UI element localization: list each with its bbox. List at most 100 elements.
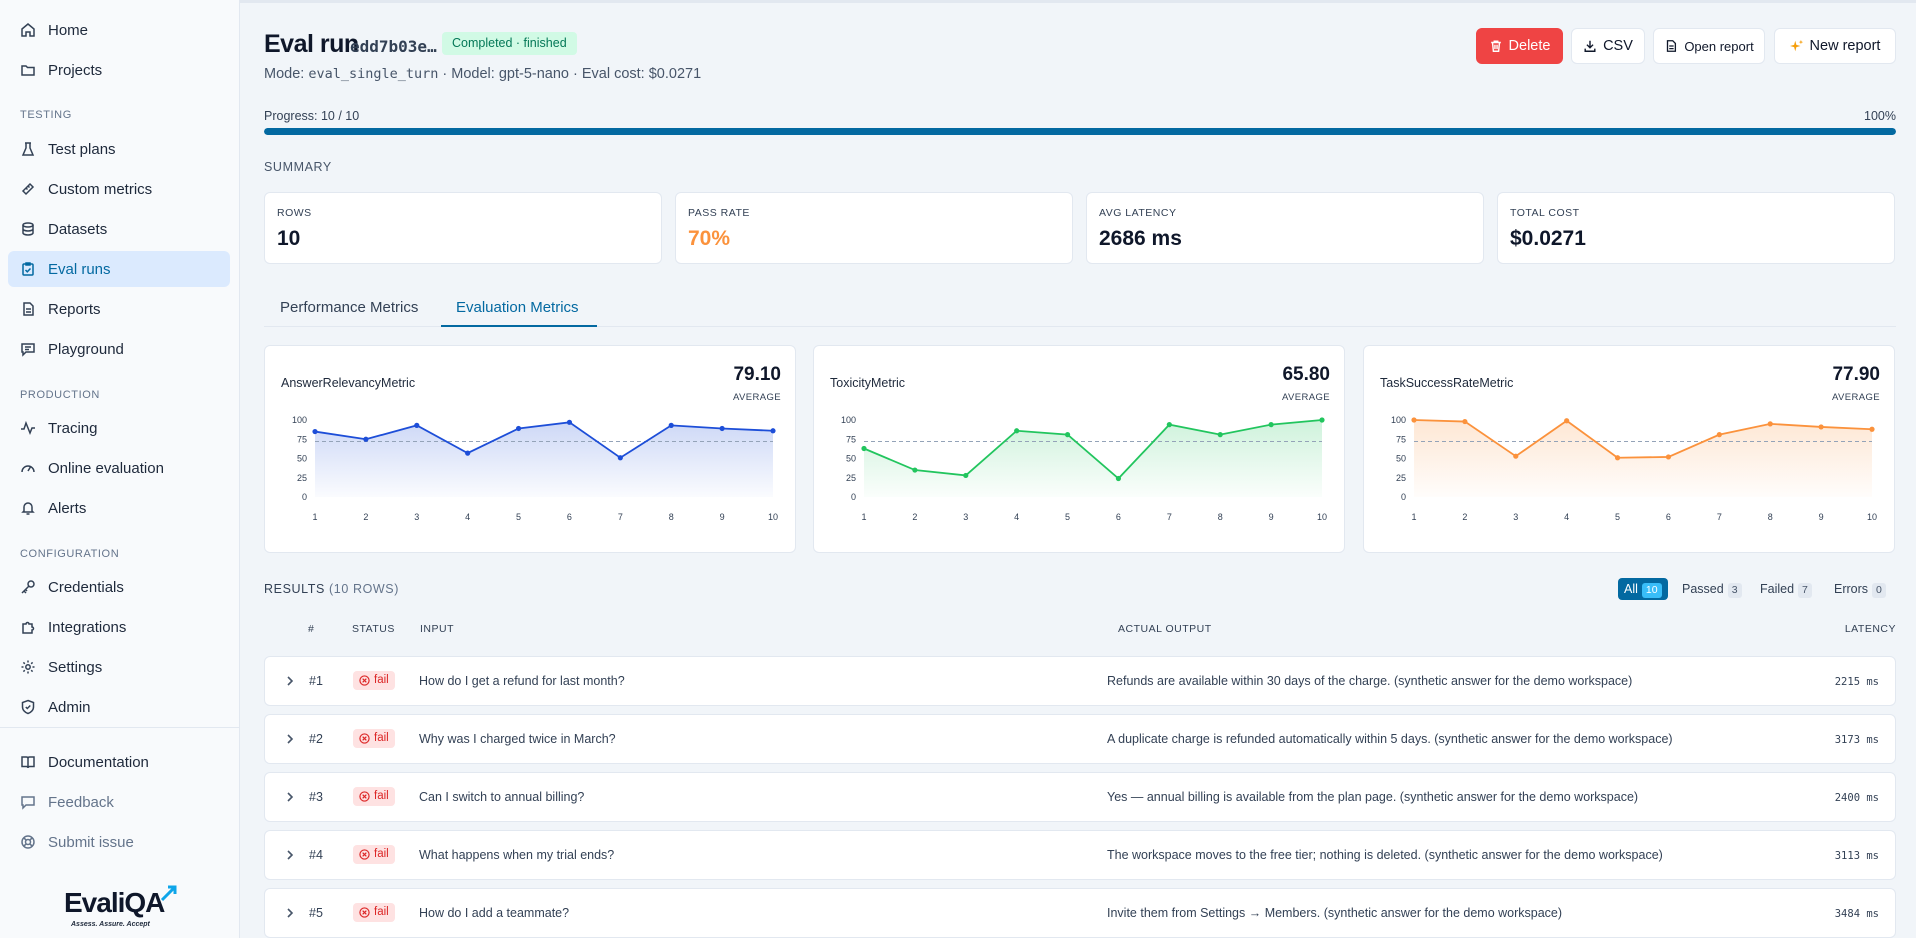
open-report-button[interactable]: Open report — [1653, 28, 1765, 64]
data-point — [912, 467, 918, 473]
series-area — [315, 422, 773, 497]
delete-label: Delete — [1508, 38, 1551, 54]
chevron-right-icon[interactable] — [283, 906, 297, 920]
data-point — [963, 472, 969, 479]
tab-performance-metrics[interactable]: Performance Metrics — [280, 299, 419, 316]
stat-pass-rate-label: PASS RATE — [688, 207, 750, 219]
row-output: The workspace moves to the free tier; no… — [1107, 848, 1663, 862]
x-tick-label: 2 — [912, 512, 917, 522]
data-point — [1319, 417, 1325, 423]
x-tick-label: 10 — [1867, 512, 1877, 522]
filter-passed[interactable]: Passed 3 — [1676, 578, 1748, 600]
chart-title: AnswerRelevancyMetric — [281, 376, 416, 390]
status-label: fail — [374, 848, 389, 860]
nav-admin[interactable]: Admin — [8, 689, 230, 725]
data-point — [1614, 455, 1621, 461]
nav-tracing[interactable]: Tracing — [8, 410, 230, 446]
series-line — [314, 421, 774, 459]
chart-title: ToxicityMetric — [830, 376, 906, 390]
open-report-label: Open report — [1684, 38, 1754, 54]
tabs-divider — [264, 326, 1896, 327]
chat-icon — [21, 343, 35, 357]
x-tick-label: 3 — [1513, 512, 1518, 522]
home-icon — [21, 23, 35, 37]
chevron-right-icon[interactable] — [283, 674, 297, 688]
series-line — [863, 419, 1323, 480]
puzzle-icon — [22, 621, 35, 634]
y-tick-label: 25 — [1396, 473, 1406, 483]
nav-eval-runs[interactable]: Eval runs — [8, 251, 230, 287]
nav-custom-metrics[interactable]: Custom metrics — [8, 171, 230, 207]
nav-documentation[interactable]: Documentation — [8, 744, 230, 780]
stat-rows-value: 10 — [277, 227, 301, 250]
table-row[interactable]: #5 fail How do I add a teammate? Invite the… — [264, 888, 1896, 938]
tab-evaluation-metrics[interactable]: Evaluation Metrics — [456, 299, 579, 316]
stat-pass-rate-value: 70% — [688, 227, 731, 250]
column-header-num: # — [308, 623, 315, 635]
y-tick-label: 75 — [1396, 434, 1406, 444]
x-tick-label: 4 — [1014, 512, 1019, 522]
data-point — [861, 445, 867, 452]
clipboard-check-icon — [22, 262, 34, 276]
new-report-button[interactable]: New report — [1774, 28, 1896, 64]
nav-datasets[interactable]: Datasets — [8, 211, 230, 247]
data-point — [1411, 417, 1417, 423]
table-row[interactable]: #4 fail What happens when my trial ends? Th… — [264, 830, 1896, 880]
filter-errors[interactable]: Errors 0 — [1828, 578, 1892, 600]
logo-text: EvaliQA — [64, 887, 165, 918]
data-point — [1513, 453, 1519, 459]
nav-submit-issue[interactable]: Submit issue — [8, 824, 230, 860]
nav-credentials[interactable]: Credentials — [8, 569, 230, 605]
x-circle-icon — [359, 849, 370, 860]
nav-reports[interactable]: Reports — [8, 291, 230, 327]
nav-integrations[interactable]: Integrations — [8, 609, 230, 645]
nav-datasets-label: Datasets — [48, 220, 108, 238]
table-row[interactable]: #2 fail Why was I charged twice in March? A… — [264, 714, 1896, 764]
x-circle-icon — [359, 733, 370, 744]
download-icon — [1584, 40, 1596, 52]
data-point — [1064, 432, 1071, 438]
nav-admin-label: Admin — [48, 698, 91, 716]
row-input: What happens when my trial ends? — [419, 848, 615, 862]
status-label: fail — [374, 790, 389, 802]
nav-projects[interactable]: Projects — [8, 52, 230, 88]
column-header-status: STATUS — [352, 623, 395, 635]
x-tick-label: 8 — [669, 512, 674, 522]
nav-feedback[interactable]: Feedback — [8, 784, 230, 820]
section-production: PRODUCTION — [20, 389, 100, 401]
csv-button[interactable]: CSV — [1571, 28, 1645, 64]
key-icon — [21, 580, 35, 594]
nav-alerts-label: Alerts — [48, 499, 87, 517]
x-circle-icon — [359, 907, 370, 918]
nav-alerts[interactable]: Alerts — [8, 490, 230, 526]
row-latency: 3113 ms — [1834, 850, 1879, 862]
chevron-right-icon[interactable] — [283, 848, 297, 862]
delete-button[interactable]: Delete — [1476, 28, 1563, 64]
nav-online-evaluation[interactable]: Online evaluation — [8, 450, 230, 486]
stat-total-cost-label: TOTAL COST — [1510, 207, 1580, 219]
nav-test-plans[interactable]: Test plans — [8, 131, 230, 167]
row-number: #1 — [309, 674, 323, 688]
filter-failed-label: Failed — [1760, 582, 1795, 596]
sidebar: Home Projects TESTING Test plans Custom … — [0, 0, 240, 938]
table-row[interactable]: #3 fail Can I switch to annual billing? Yes… — [264, 772, 1896, 822]
chart-average-label: AVERAGE — [1281, 392, 1330, 403]
data-point — [719, 425, 725, 432]
data-point — [363, 436, 369, 442]
nav-settings[interactable]: Settings — [8, 649, 230, 685]
row-number: #4 — [309, 848, 323, 862]
y-tick-label: 100 — [292, 415, 307, 425]
run-id: edd7b03e… — [350, 37, 437, 56]
y-tick-label: 50 — [846, 454, 856, 464]
ruler-icon — [21, 182, 35, 196]
tab-active-indicator — [441, 325, 597, 327]
shield-icon — [21, 699, 35, 715]
filter-failed[interactable]: Failed 7 — [1754, 578, 1818, 600]
nav-home[interactable]: Home — [8, 12, 230, 48]
filter-all[interactable]: All 10 — [1618, 578, 1668, 600]
data-point — [312, 428, 318, 435]
chevron-right-icon[interactable] — [283, 732, 297, 746]
chevron-right-icon[interactable] — [283, 790, 297, 804]
table-row[interactable]: #1 fail How do I get a refund for last mon… — [264, 656, 1896, 706]
nav-playground[interactable]: Playground — [8, 331, 230, 367]
